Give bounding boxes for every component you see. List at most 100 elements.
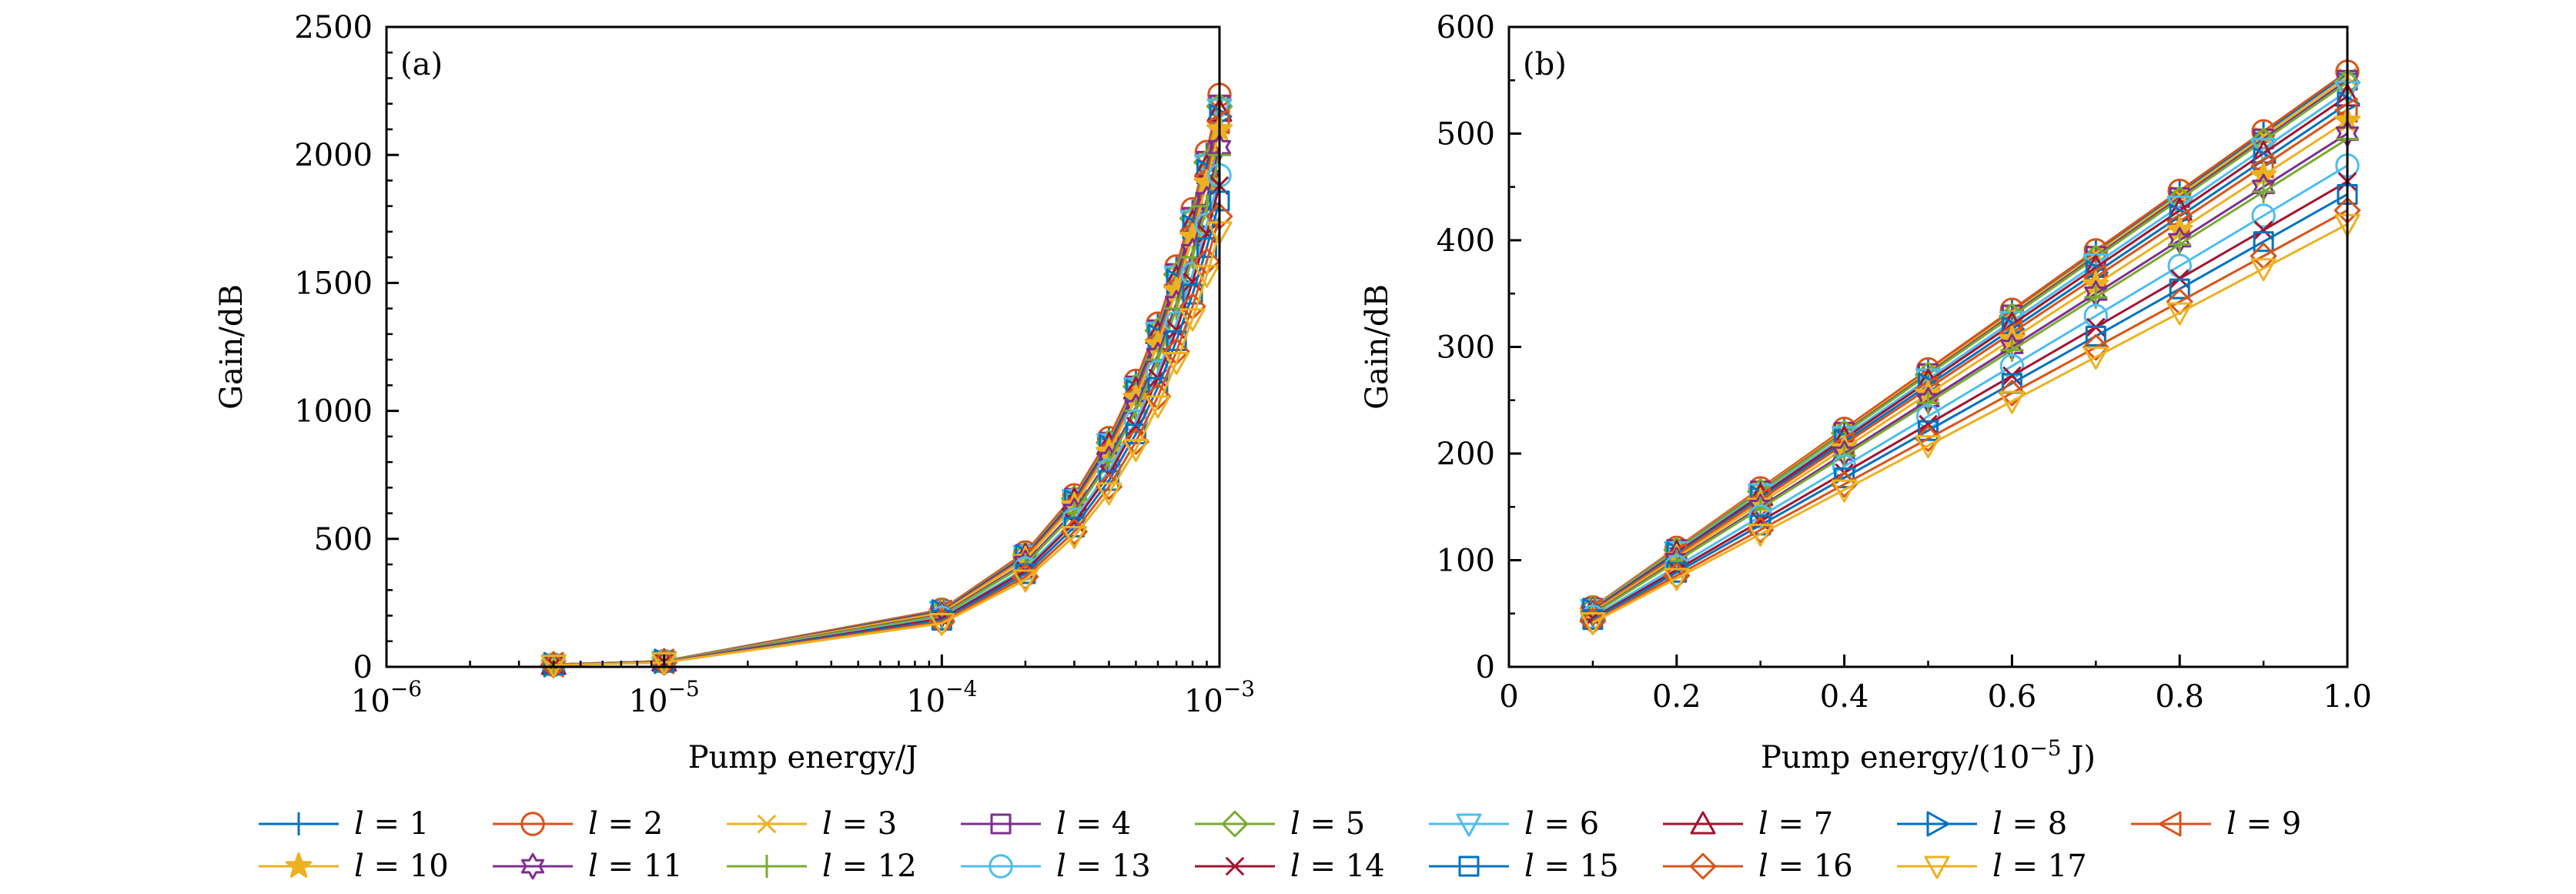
legend-swatch-marker [1690, 811, 1716, 835]
legend-label-equals: = [1534, 806, 1580, 842]
panel-a-y-tick-label: 2000 [294, 138, 373, 173]
legend-swatch-marker [2158, 811, 2182, 837]
legend-item-l-6: l = 6 [1429, 806, 1599, 842]
legend-label: l = 1 [354, 806, 429, 842]
legend-label-number: 13 [1112, 849, 1151, 884]
legend-item-l-12: l = 12 [727, 849, 917, 884]
legend-label: l = 8 [1992, 806, 2067, 842]
panel-b-data-point [2166, 302, 2193, 326]
legend-item-l-1: l = 1 [259, 806, 429, 842]
legend-label-symbol: l [588, 849, 598, 884]
legend-label: l = 13 [1056, 849, 1151, 884]
panel-a-data-point [1122, 428, 1149, 455]
panel-b-data-point [1748, 504, 1773, 529]
panel-a-data-point [1061, 525, 1087, 549]
panel-a-x-tick-label-exponent: −6 [390, 676, 422, 701]
panel-b-data-point [1748, 524, 1774, 547]
panel-a-x-tick-label-base: 10 [629, 684, 668, 719]
legend-swatch-marker [755, 855, 778, 878]
panel-b-series-line [1592, 164, 2348, 618]
legend-swatch-marker [285, 852, 313, 878]
legend-label-equals: = [2002, 806, 2048, 842]
legend-item-l-9: l = 9 [2131, 806, 2301, 842]
panel-b-data-point [1999, 390, 2025, 414]
legend-label-number: 11 [644, 849, 683, 884]
legend-label: l = 15 [1524, 849, 1619, 884]
legend-item-l-5: l = 5 [1195, 806, 1365, 842]
legend-swatch-marker [1926, 811, 1950, 837]
legend-label-equals: = [1300, 806, 1346, 842]
legend-label: l = 9 [2226, 806, 2301, 842]
panel-a-axes-frame [385, 25, 1221, 668]
panel-b-ticks-group: 0 0.2 0.4 0.6 0.8 1.0 0 100 200 300 400 500 600 [1437, 10, 2372, 715]
legend-label-equals: = [1066, 806, 1112, 842]
legend-label-equals: = [1768, 849, 1814, 884]
panel-b-data-point [2250, 258, 2277, 282]
panel-b-series-line [1592, 138, 2348, 615]
panel-a-data-point [1145, 395, 1171, 419]
panel-b-y-tick-label: 0 [1476, 650, 1495, 685]
legend-label-number: 10 [410, 849, 449, 884]
panel-b-axes-frame [1507, 25, 2349, 668]
panel-b-x-tick-label: 0.4 [1820, 679, 1869, 715]
legend-label-number: 1 [410, 806, 429, 842]
legend-item-l-15: l = 15 [1429, 849, 1619, 884]
panel-a-x-tick-label: 10−3 [1184, 676, 1255, 719]
panel-a-data-point [1098, 470, 1119, 491]
panel-b-data-point [1916, 391, 1940, 415]
panel-a-series-l-15 [543, 190, 1230, 676]
legend-label-symbol: l [1524, 806, 1534, 842]
legend-label-number: 2 [644, 806, 663, 842]
panel-a-data-point [928, 612, 955, 636]
legend-swatch-marker [1225, 856, 1245, 876]
panel-b-data-point [2083, 333, 2109, 361]
panel-a-series-l-12 [542, 143, 1231, 677]
legend-label-equals: = [832, 849, 878, 884]
panel-b-series-group [1579, 59, 2361, 636]
panel-b-series-line [1592, 180, 2348, 620]
panel-b-label: (b) [1523, 47, 1567, 82]
panel-a-series-line [554, 105, 1221, 666]
panel-b-x-tick-label: 1.0 [2323, 679, 2372, 715]
panel-b-series-l-12 [1581, 127, 2359, 626]
panel-b-x-axis-label-exponent: −5 [2029, 735, 2061, 761]
panel-b-series-line [1592, 223, 2348, 624]
panel-a-x-tick-label-base: 10 [906, 684, 945, 719]
panel-a-series-l-17 [540, 221, 1233, 678]
panel-a-data-point [1193, 264, 1219, 288]
panel-b-data-point [2169, 278, 2190, 300]
panel-b-x-tick-label: 0.6 [1988, 679, 2037, 715]
legend-label-symbol: l [2226, 806, 2236, 842]
legend-label-equals: = [598, 806, 644, 842]
panel-b-series-line [1592, 119, 2348, 614]
legend-swatch-marker [520, 852, 545, 880]
panel-a-x-tick-label-base: 10 [1184, 684, 1223, 719]
panel-b-series-line [1592, 109, 2348, 612]
legend-label: l = 2 [588, 806, 663, 842]
panel-a-series-line [554, 185, 1221, 666]
panel-a-x-tick-label: 10−5 [629, 676, 700, 719]
legend-label-number: 17 [2048, 849, 2087, 884]
panel-b-x-tick-label: 0.2 [1652, 679, 1701, 715]
panel-b-x-axis-label-tail: J) [2062, 740, 2096, 775]
panel-a-y-tick-label: 1000 [294, 394, 373, 430]
legend-label-number: 5 [1346, 806, 1365, 842]
panel-a-data-point [1163, 351, 1189, 375]
legend-swatch-marker [1458, 855, 1480, 877]
legend-label: l = 17 [1992, 849, 2087, 884]
legend-label-symbol: l [1290, 806, 1300, 842]
panel-a-series-line [554, 103, 1221, 666]
panel-b-data-point [1919, 414, 1938, 434]
legend-label-equals: = [364, 806, 410, 842]
legend-swatch-marker [1689, 852, 1717, 880]
legend-label: l = 6 [1524, 806, 1599, 842]
legend-label: l = 14 [1290, 849, 1385, 884]
legend-label-symbol: l [588, 806, 598, 842]
legend-label-equals: = [364, 849, 410, 884]
panel-a-label: (a) [400, 47, 443, 82]
legend-item-l-16: l = 16 [1663, 849, 1853, 884]
